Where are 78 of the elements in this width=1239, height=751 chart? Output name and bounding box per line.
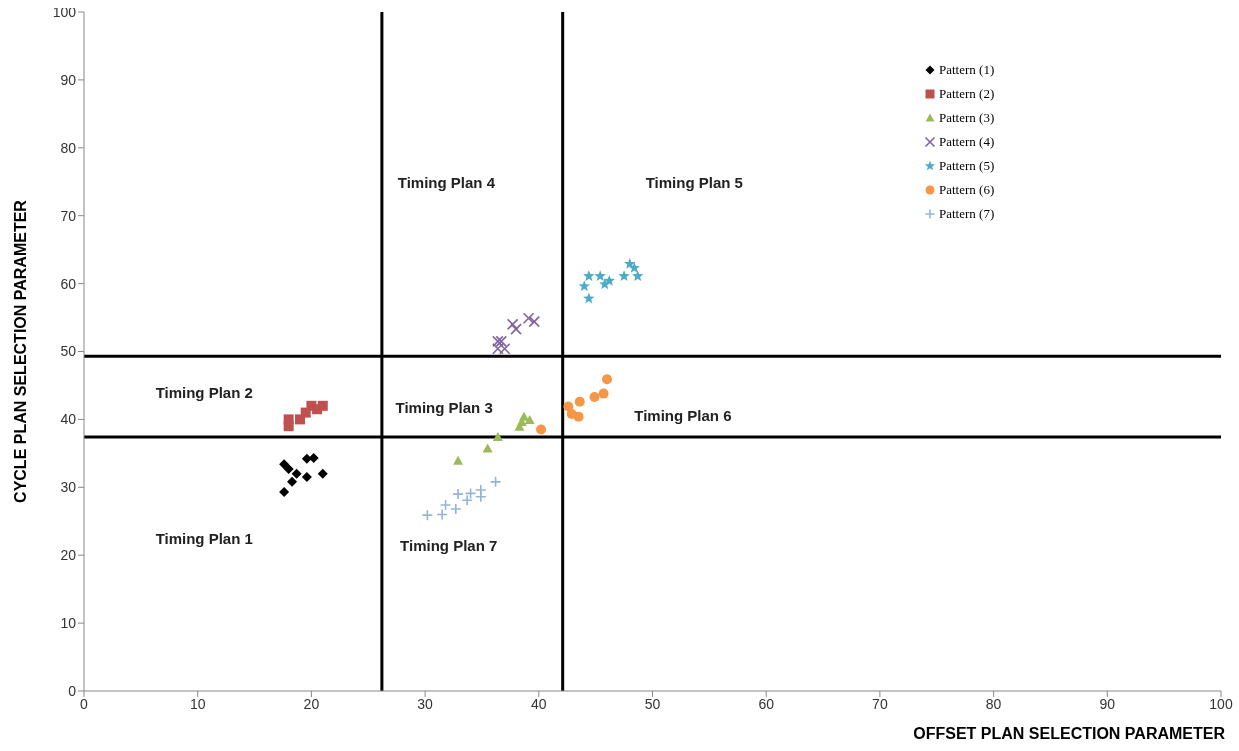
legend-label: Pattern (2) bbox=[939, 86, 995, 102]
x-tick-label: 100 bbox=[1209, 695, 1233, 712]
x-tick-label: 50 bbox=[644, 695, 661, 712]
point bbox=[291, 468, 302, 479]
y-tick-label: 40 bbox=[60, 411, 77, 428]
point bbox=[589, 391, 600, 402]
annotation: Timing Plan 7 bbox=[400, 537, 498, 555]
annotation: Timing Plan 4 bbox=[397, 174, 496, 192]
x-axis-title: OFFSET PLAN SELECTION PARAMETER bbox=[913, 725, 1226, 742]
y-tick-label: 90 bbox=[60, 71, 77, 88]
y-tick-label: 70 bbox=[60, 207, 77, 224]
point bbox=[506, 318, 519, 331]
point bbox=[602, 374, 613, 385]
legend-label: Pattern (5) bbox=[939, 158, 995, 174]
x-tick-label: 20 bbox=[303, 695, 320, 712]
legend-label: Pattern (4) bbox=[939, 134, 995, 150]
y-tick-label: 60 bbox=[60, 275, 77, 292]
point bbox=[489, 476, 502, 488]
point bbox=[628, 261, 641, 273]
point bbox=[510, 323, 522, 335]
y-tick-label: 20 bbox=[60, 547, 77, 564]
point bbox=[279, 487, 290, 498]
point bbox=[524, 415, 535, 425]
x-tick-label: 90 bbox=[1099, 695, 1116, 712]
point bbox=[482, 443, 493, 453]
point bbox=[603, 274, 615, 286]
point bbox=[583, 270, 595, 281]
annotation: Timing Plan 6 bbox=[634, 406, 732, 424]
point bbox=[578, 280, 590, 292]
point bbox=[492, 432, 503, 442]
point bbox=[566, 408, 577, 419]
point bbox=[287, 476, 298, 487]
point bbox=[574, 396, 585, 407]
annotation: Timing Plan 3 bbox=[395, 398, 493, 416]
legend-label: Pattern (1) bbox=[939, 62, 995, 78]
y-axis-title: CYCLE PLAN SELECTION PARAMETER bbox=[11, 199, 29, 503]
legend-label: Pattern (7) bbox=[939, 206, 995, 222]
y-tick-label: 50 bbox=[60, 343, 77, 360]
point bbox=[453, 455, 464, 465]
point bbox=[450, 503, 462, 515]
annotation: Timing Plan 1 bbox=[155, 530, 253, 548]
x-tick-label: 60 bbox=[758, 695, 775, 712]
point bbox=[598, 388, 609, 399]
point bbox=[301, 472, 312, 483]
point bbox=[498, 342, 511, 355]
point bbox=[464, 487, 477, 500]
legend-label: Pattern (3) bbox=[939, 110, 995, 126]
point bbox=[528, 315, 541, 328]
point bbox=[421, 509, 434, 521]
y-tick-label: 100 bbox=[52, 3, 77, 20]
point bbox=[439, 499, 452, 511]
y-tick-label: 0 bbox=[68, 682, 77, 699]
point bbox=[475, 491, 487, 503]
point bbox=[452, 488, 464, 500]
point bbox=[317, 468, 328, 479]
point bbox=[594, 270, 606, 281]
x-tick-label: 30 bbox=[417, 695, 434, 712]
x-tick-label: 40 bbox=[531, 695, 547, 712]
point bbox=[283, 463, 294, 474]
point bbox=[536, 424, 547, 435]
point bbox=[522, 312, 535, 325]
y-tick-label: 80 bbox=[60, 139, 77, 156]
y-tick-label: 30 bbox=[60, 479, 77, 496]
x-tick-label: 70 bbox=[872, 695, 888, 712]
y-tick-label: 10 bbox=[60, 615, 77, 632]
point bbox=[279, 459, 290, 470]
point bbox=[436, 508, 448, 521]
point bbox=[283, 414, 294, 425]
annotation: Timing Plan 2 bbox=[155, 383, 253, 401]
x-tick-label: 10 bbox=[189, 695, 206, 712]
point bbox=[461, 494, 473, 506]
point bbox=[618, 270, 630, 281]
annotation: Timing Plan 5 bbox=[645, 174, 743, 192]
point bbox=[632, 270, 644, 281]
point bbox=[583, 292, 595, 304]
x-tick-label: 0 bbox=[80, 695, 89, 712]
x-tick-label: 80 bbox=[985, 695, 1002, 712]
legend-label: Pattern (6) bbox=[939, 182, 995, 198]
